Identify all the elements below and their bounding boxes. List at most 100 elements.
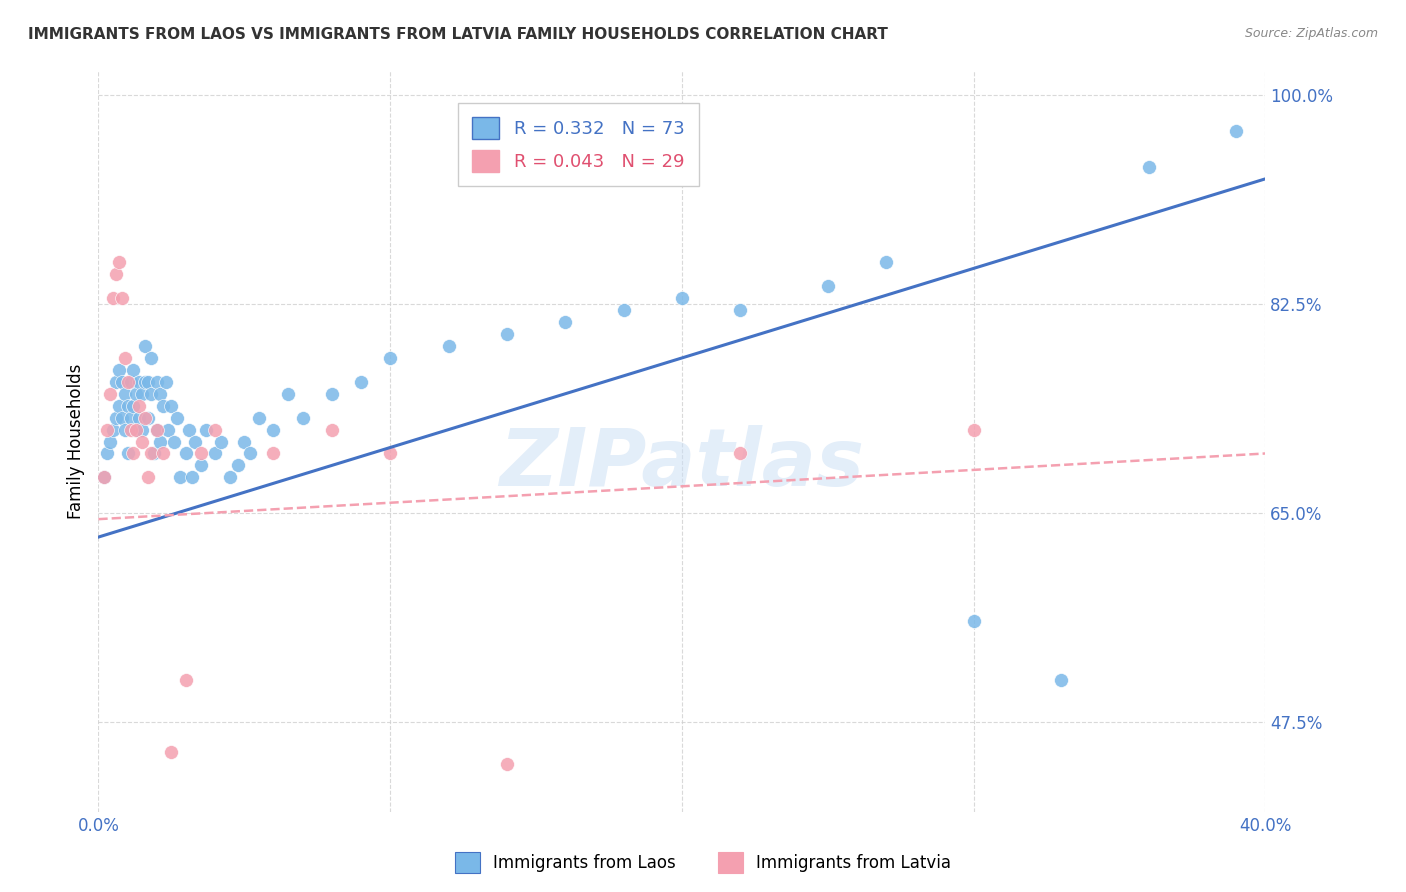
Point [228,458,250,473]
Point [1225,124,1247,138]
Point [122,399,145,413]
Point [437,339,460,353]
Point [209,434,232,449]
Point [160,399,183,413]
Point [120,423,142,437]
Point [128,410,150,425]
Point [204,423,226,437]
Point [218,470,240,484]
Point [131,434,153,449]
Point [142,446,165,460]
Point [239,446,262,460]
Point [104,375,127,389]
Point [111,291,134,305]
Point [262,446,284,460]
Point [114,423,136,437]
Point [380,351,402,365]
Point [149,434,172,449]
Point [160,745,183,759]
Point [169,470,191,484]
Point [108,255,131,269]
Point [125,423,148,437]
Legend: R = 0.332   N = 73, R = 0.043   N = 29: R = 0.332 N = 73, R = 0.043 N = 29 [457,103,699,186]
Point [157,423,180,437]
Point [962,423,984,437]
Point [96,446,118,460]
Text: IMMIGRANTS FROM LAOS VS IMMIGRANTS FROM LATVIA FAMILY HOUSEHOLDS CORRELATION CHA: IMMIGRANTS FROM LAOS VS IMMIGRANTS FROM … [28,27,889,42]
Point [104,410,127,425]
Point [104,268,127,282]
Point [117,446,139,460]
Point [166,410,188,425]
Point [195,423,218,437]
Point [817,279,839,293]
Point [183,434,205,449]
Point [131,386,153,401]
Point [134,339,156,353]
Point [108,363,131,377]
Point [120,375,142,389]
Point [554,315,576,329]
Point [136,470,159,484]
Point [163,434,186,449]
Point [180,470,202,484]
Point [174,673,197,688]
Point [125,386,148,401]
Point [204,446,226,460]
Point [730,303,752,318]
Point [350,375,373,389]
Point [120,410,142,425]
Point [114,351,136,365]
Point [139,351,162,365]
Point [152,399,174,413]
Point [149,386,172,401]
Point [134,375,156,389]
Point [111,410,134,425]
Point [496,756,519,771]
Point [730,446,752,460]
Text: Source: ZipAtlas.com: Source: ZipAtlas.com [1244,27,1378,40]
Point [155,375,177,389]
Point [174,446,197,460]
Point [98,386,121,401]
Point [125,423,148,437]
Point [136,410,159,425]
Point [247,410,270,425]
Point [496,327,519,342]
Point [1137,160,1160,174]
Point [101,291,124,305]
Point [146,375,169,389]
Point [321,423,343,437]
Point [962,614,984,628]
Point [101,423,124,437]
Point [146,423,169,437]
Point [612,303,634,318]
Point [96,423,118,437]
Point [93,470,115,484]
Point [114,386,136,401]
Point [190,458,212,473]
Point [122,446,145,460]
Point [108,399,131,413]
Point [380,446,402,460]
Point [98,434,121,449]
Point [139,446,162,460]
Point [128,399,150,413]
Point [671,291,693,305]
Point [128,375,150,389]
Point [875,255,897,269]
Point [134,410,156,425]
Point [93,470,115,484]
Point [177,423,200,437]
Point [277,386,299,401]
Point [117,375,139,389]
Point [117,399,139,413]
Point [233,434,256,449]
Point [190,446,212,460]
Point [139,386,162,401]
Text: ZIPatlas: ZIPatlas [499,425,865,503]
Point [111,375,134,389]
Point [146,423,169,437]
Point [262,423,284,437]
Point [321,386,343,401]
